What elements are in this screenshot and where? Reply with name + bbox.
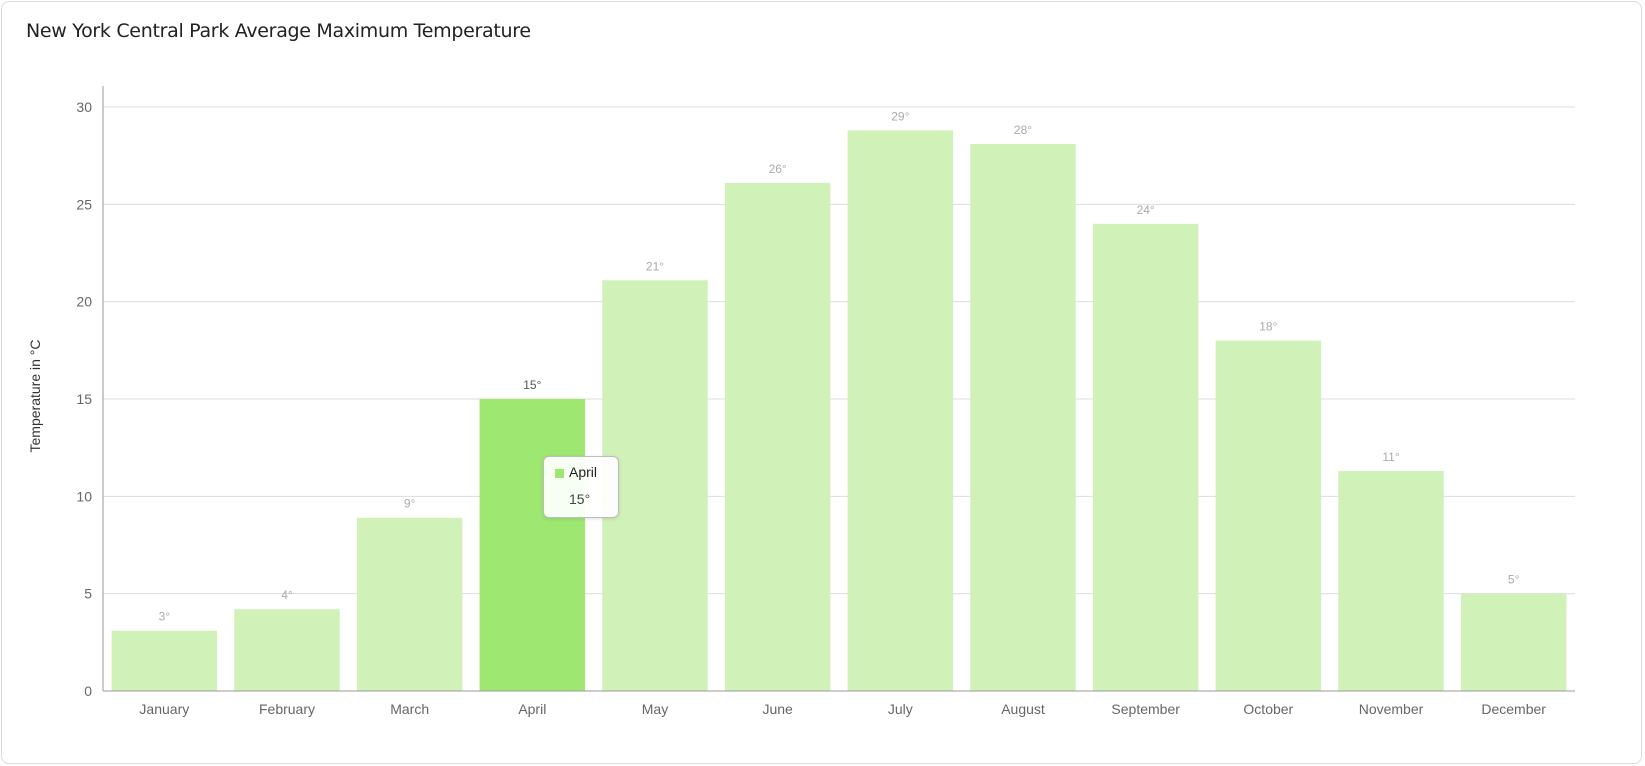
labels: 0 5 10 15 20 25 30 3° January 4° February 9° March 15… bbox=[76, 99, 1546, 717]
y-tick-label: 0 bbox=[84, 683, 92, 699]
bar-september[interactable] bbox=[1092, 223, 1199, 692]
y-axis-title: Temperature in °C bbox=[27, 340, 43, 453]
bar-december[interactable] bbox=[1460, 593, 1567, 691]
bar-february[interactable] bbox=[234, 609, 340, 691]
bar-january[interactable] bbox=[111, 630, 218, 691]
bar-october[interactable] bbox=[1215, 340, 1322, 691]
y-tick-label: 15 bbox=[76, 391, 92, 407]
bar-july[interactable] bbox=[847, 130, 954, 692]
x-tick-label: September bbox=[1111, 701, 1180, 717]
x-tick-label: June bbox=[762, 701, 793, 717]
x-tick-label: May bbox=[642, 701, 668, 717]
data-label: 28° bbox=[1014, 123, 1032, 137]
data-label: 5° bbox=[1508, 573, 1520, 587]
y-tick-label: 30 bbox=[76, 99, 92, 115]
data-label: 21° bbox=[646, 259, 664, 273]
bar-november[interactable] bbox=[1338, 471, 1444, 691]
y-tick-label: 10 bbox=[76, 488, 92, 504]
data-label: 4° bbox=[281, 588, 293, 602]
bar-march[interactable] bbox=[356, 517, 463, 691]
tooltip-swatch bbox=[555, 469, 564, 478]
chart-title: New York Central Park Average Maximum Te… bbox=[26, 20, 531, 42]
x-tick-label: July bbox=[888, 701, 913, 717]
y-tick-label: 25 bbox=[76, 196, 92, 212]
x-tick-label: October bbox=[1243, 701, 1293, 717]
data-label: 18° bbox=[1259, 320, 1277, 334]
bar-may[interactable] bbox=[602, 280, 708, 691]
x-tick-label: March bbox=[390, 701, 429, 717]
y-tick-label: 20 bbox=[76, 294, 92, 310]
tooltip-category: April bbox=[569, 464, 598, 480]
bar-august[interactable] bbox=[970, 143, 1076, 691]
data-label: 26° bbox=[769, 162, 787, 176]
x-tick-label: December bbox=[1481, 701, 1546, 717]
data-label: 24° bbox=[1137, 203, 1155, 217]
data-label: 29° bbox=[891, 109, 909, 123]
data-label: 15° bbox=[523, 378, 541, 392]
x-tick-label: November bbox=[1359, 701, 1424, 717]
axes bbox=[102, 86, 1575, 692]
tooltip-value: 15° bbox=[569, 491, 591, 507]
data-label: 3° bbox=[159, 610, 171, 624]
x-tick-label: February bbox=[259, 701, 315, 717]
x-tick-label: January bbox=[139, 701, 189, 717]
bar-june[interactable] bbox=[724, 182, 831, 692]
grid-lines bbox=[103, 106, 1575, 595]
data-label: 11° bbox=[1382, 450, 1399, 464]
bar-april[interactable] bbox=[479, 399, 586, 691]
data-label: 9° bbox=[404, 497, 416, 511]
x-tick-label: August bbox=[1001, 701, 1045, 717]
tooltip: April 15° bbox=[543, 456, 619, 518]
x-tick-label: April bbox=[518, 701, 546, 717]
bars bbox=[111, 130, 1567, 692]
y-tick-label: 5 bbox=[84, 586, 92, 602]
